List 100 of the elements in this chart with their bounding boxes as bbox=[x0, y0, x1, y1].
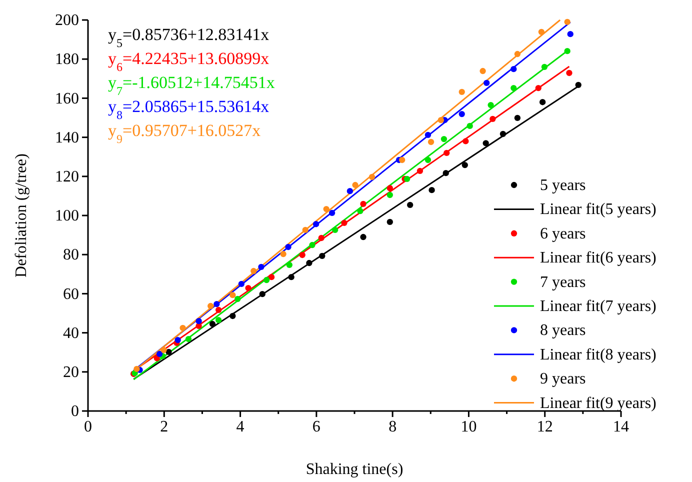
point bbox=[360, 234, 366, 240]
point bbox=[428, 138, 434, 146]
y-tick-label: 60 bbox=[63, 286, 79, 303]
point bbox=[510, 66, 517, 72]
point bbox=[539, 99, 546, 106]
point bbox=[352, 182, 358, 188]
y-tick-label: 200 bbox=[55, 12, 79, 30]
point bbox=[185, 336, 192, 342]
x-tick-label: 0 bbox=[84, 418, 92, 436]
point bbox=[174, 336, 181, 344]
point bbox=[238, 280, 245, 288]
point bbox=[490, 116, 496, 122]
point bbox=[285, 244, 292, 250]
point bbox=[386, 218, 393, 226]
legend-label: 7 years bbox=[540, 274, 586, 291]
point bbox=[482, 140, 489, 146]
point bbox=[259, 291, 266, 298]
point bbox=[230, 312, 236, 320]
point bbox=[250, 268, 257, 274]
point bbox=[230, 292, 236, 298]
legend-label: 6 years bbox=[540, 225, 586, 242]
point bbox=[480, 68, 486, 74]
point bbox=[442, 170, 449, 176]
point bbox=[288, 274, 294, 280]
point bbox=[299, 252, 306, 258]
point bbox=[535, 84, 542, 92]
point bbox=[564, 48, 570, 54]
point bbox=[368, 174, 376, 180]
point bbox=[466, 122, 473, 130]
point bbox=[312, 221, 320, 228]
x-tick-label: 10 bbox=[460, 418, 477, 436]
legend-label: Linear fit(6 years) bbox=[540, 250, 656, 267]
point bbox=[438, 117, 444, 124]
point bbox=[440, 136, 448, 142]
annotation: y$_{6}$=4.22435+13.60899x bbox=[108, 49, 270, 74]
point bbox=[268, 274, 275, 280]
point bbox=[360, 200, 366, 208]
y-tick-label: 100 bbox=[55, 208, 79, 225]
point bbox=[567, 30, 574, 38]
legend-label: Linear fit(9 years) bbox=[540, 394, 656, 412]
point bbox=[134, 366, 140, 372]
point bbox=[309, 242, 316, 248]
point bbox=[328, 210, 336, 216]
point bbox=[566, 70, 572, 76]
x-tick-label: 12 bbox=[536, 418, 553, 436]
point bbox=[318, 234, 324, 242]
point bbox=[514, 114, 521, 122]
point bbox=[424, 156, 432, 164]
point bbox=[286, 262, 292, 268]
point bbox=[416, 168, 424, 174]
point bbox=[541, 64, 548, 70]
point bbox=[341, 220, 348, 226]
point bbox=[462, 162, 468, 168]
x-tick-label: 14 bbox=[613, 418, 629, 436]
point bbox=[564, 18, 570, 26]
point bbox=[500, 130, 506, 138]
annotation: y$_{5}$=0.85736+12.83141x bbox=[108, 25, 270, 50]
point bbox=[386, 192, 393, 198]
y-tick-label: 180 bbox=[55, 51, 79, 68]
point bbox=[488, 102, 494, 108]
legend-label: 5 years bbox=[540, 177, 586, 194]
point bbox=[258, 264, 264, 270]
legend-label: 8 years bbox=[540, 322, 586, 340]
point bbox=[323, 206, 330, 212]
annotation: y$_{8}$=2.05865+15.53614x bbox=[108, 97, 270, 122]
point bbox=[399, 156, 406, 164]
legend-label: Linear fit(8 years) bbox=[540, 346, 656, 364]
annotation: y$_{7}$=-1.60512+14.75451x bbox=[108, 73, 276, 98]
x-tick-label: 8 bbox=[388, 418, 397, 436]
point bbox=[514, 50, 521, 58]
point bbox=[215, 306, 222, 314]
point bbox=[160, 346, 167, 354]
point bbox=[462, 138, 469, 144]
y-tick-label: 120 bbox=[55, 168, 79, 186]
point bbox=[458, 110, 465, 118]
x-axis-title: Shaking tine(s) bbox=[306, 461, 404, 478]
point bbox=[458, 88, 465, 96]
point bbox=[404, 176, 410, 182]
point bbox=[215, 317, 222, 324]
legend-label: 9 years bbox=[540, 370, 586, 388]
point bbox=[214, 300, 220, 308]
point bbox=[332, 226, 338, 234]
point bbox=[357, 208, 364, 214]
point bbox=[306, 260, 312, 266]
point bbox=[386, 185, 393, 192]
y-tick-label: 40 bbox=[63, 324, 79, 342]
x-tick-label: 2 bbox=[160, 418, 168, 436]
point bbox=[424, 132, 432, 138]
point bbox=[209, 320, 216, 328]
point bbox=[484, 80, 490, 86]
y-axis-title: Defoliation (g/tree) bbox=[13, 154, 30, 278]
point bbox=[208, 302, 214, 310]
point bbox=[510, 84, 517, 92]
point bbox=[428, 187, 435, 194]
point bbox=[234, 296, 241, 302]
point bbox=[444, 150, 450, 156]
point bbox=[245, 284, 252, 292]
point bbox=[280, 250, 286, 258]
y-tick-label: 0 bbox=[71, 403, 79, 420]
point bbox=[196, 318, 202, 324]
